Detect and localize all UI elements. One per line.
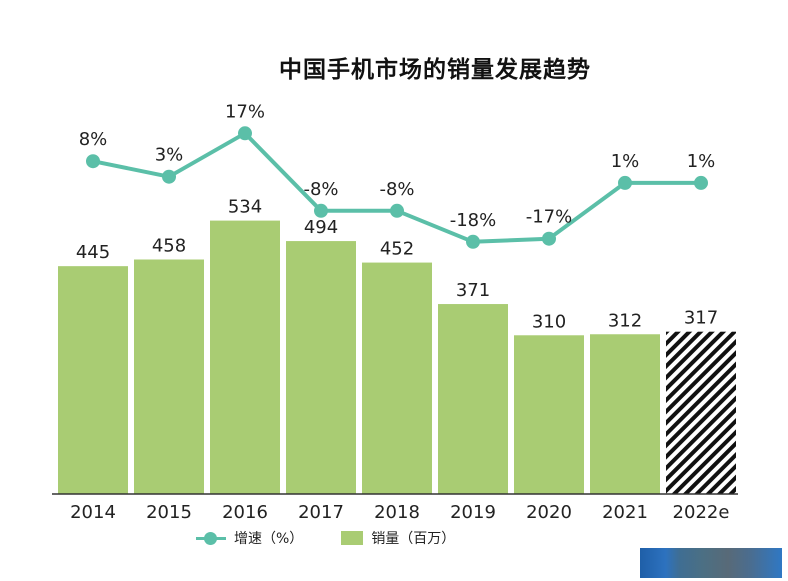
growth-point-2021 <box>618 175 632 190</box>
bar-label-2018: 452 <box>380 239 414 260</box>
growth-label-2018: -8% <box>379 179 414 200</box>
growth-label-2017: -8% <box>303 179 338 200</box>
growth-label-2016: 17% <box>225 101 265 122</box>
legend-item-sales: 销量（百万） <box>341 528 455 548</box>
bar-2015 <box>134 259 204 494</box>
chart-title: 中国手机市场的销量发展趋势 <box>279 57 591 83</box>
growth-label-2019: -18% <box>450 210 497 231</box>
bar-2019 <box>438 304 508 494</box>
growth-label-2015: 3% <box>155 145 184 166</box>
axis-layer: 2014 2015 2016 2017 2018 2019 2020 2021 2022e <box>52 493 738 523</box>
line-layer: 8% 3% 17% -8% -8% -18% -17% 1% 1% <box>79 101 716 249</box>
growth-point-2014 <box>86 154 100 169</box>
growth-point-2015 <box>162 169 176 184</box>
bar-label-2017: 494 <box>304 217 338 238</box>
bar-label-2015: 458 <box>152 236 186 257</box>
bar-2021 <box>590 334 660 494</box>
x-tick-label-2022e: 2022e <box>673 502 730 523</box>
x-tick-label-2020: 2020 <box>526 502 572 523</box>
growth-point-2022e <box>694 175 708 190</box>
bar-label-2014: 445 <box>76 242 110 263</box>
bar-2017 <box>286 241 356 494</box>
x-tick-label-2018: 2018 <box>374 502 420 523</box>
legend-sales-label: 销量（百万） <box>371 531 456 547</box>
growth-point-2016 <box>238 126 252 141</box>
growth-point-2017 <box>314 203 328 218</box>
x-tick-label-2016: 2016 <box>222 502 268 523</box>
growth-label-2021: 1% <box>611 151 640 172</box>
x-tick-label-2021: 2021 <box>602 502 648 523</box>
growth-point-2020 <box>542 231 556 246</box>
bar-label-2020: 310 <box>532 311 566 332</box>
bars-layer: 445 458 534 494 452 371 310 312 317 <box>58 197 736 495</box>
growth-label-2020: -17% <box>526 207 573 228</box>
bar-2016 <box>210 220 280 495</box>
x-tick-label-2015: 2015 <box>146 502 192 523</box>
bar-label-2016: 534 <box>228 197 262 218</box>
legend-growth-label: 增速（%） <box>234 531 304 547</box>
bar-label-2019: 371 <box>456 280 490 301</box>
legend-bar-swatch <box>341 531 364 545</box>
bar-2022e <box>666 331 736 494</box>
legend-line-marker <box>196 531 226 545</box>
legend: 增速（%） 销量（百万） <box>196 528 493 548</box>
x-tick-label-2017: 2017 <box>298 502 344 523</box>
legend-item-growth: 增速（%） <box>196 528 303 548</box>
growth-point-2019 <box>466 234 480 249</box>
corner-decoration <box>640 548 782 578</box>
growth-label-2022e: 1% <box>687 151 716 172</box>
bar-label-2022e: 317 <box>684 308 718 329</box>
x-tick-label-2014: 2014 <box>70 502 116 523</box>
growth-label-2014: 8% <box>79 129 108 150</box>
growth-point-2018 <box>390 203 404 218</box>
bar-2014 <box>58 266 128 494</box>
bar-2020 <box>514 335 584 494</box>
x-tick-label-2019: 2019 <box>450 502 496 523</box>
bar-2018 <box>362 262 432 494</box>
bar-label-2021: 312 <box>608 310 642 331</box>
